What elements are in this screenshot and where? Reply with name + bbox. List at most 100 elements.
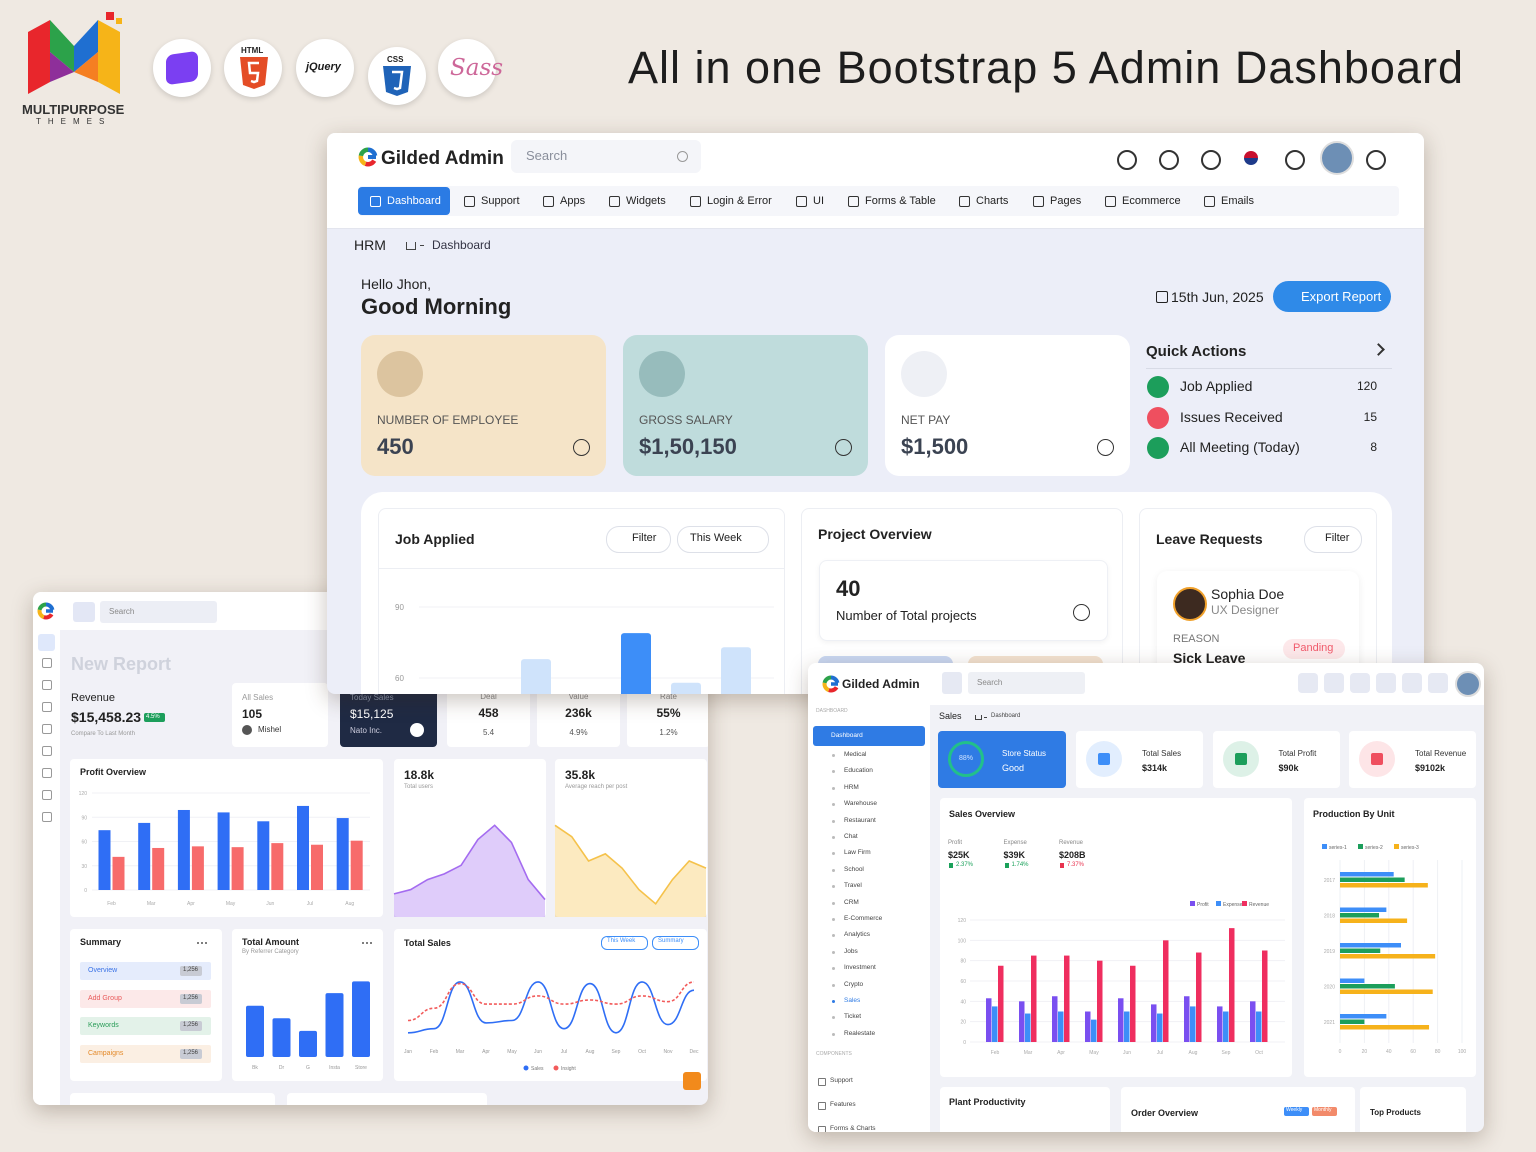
- menu-item[interactable]: Investment: [844, 964, 876, 972]
- nav-active[interactable]: [358, 187, 450, 215]
- pill-text[interactable]: This Week: [607, 938, 636, 944]
- nav-item[interactable]: Pages: [1050, 195, 1082, 207]
- pill-button[interactable]: [652, 936, 699, 950]
- action-label[interactable]: All Meeting (Today): [1180, 439, 1300, 455]
- menu-active[interactable]: [813, 726, 925, 746]
- menu-item[interactable]: Law Firm: [844, 849, 871, 857]
- bar: [246, 1005, 264, 1057]
- bar: [112, 856, 125, 890]
- nav-icon[interactable]: [42, 790, 52, 800]
- card-label: Today Sales: [350, 693, 394, 702]
- nav-item[interactable]: Login & Error: [707, 195, 772, 207]
- period-button[interactable]: [677, 526, 769, 553]
- toolbar-icon[interactable]: [1298, 673, 1318, 693]
- menu-item[interactable]: Warehouse: [844, 800, 877, 808]
- nav-item[interactable]: Ecommerce: [1122, 195, 1181, 207]
- menu-icon: [818, 1078, 826, 1086]
- menu-item[interactable]: Education: [844, 767, 873, 775]
- nav-item[interactable]: Forms & Table: [865, 195, 936, 207]
- period-text[interactable]: This Week: [690, 532, 742, 544]
- nav-icon[interactable]: [42, 724, 52, 734]
- tab[interactable]: [1284, 1107, 1309, 1116]
- tab-text[interactable]: Weekly: [1286, 1107, 1303, 1113]
- nav-icon[interactable]: [42, 702, 52, 712]
- menu-item[interactable]: Analytics: [844, 931, 871, 939]
- menu-item[interactable]: Realestate: [844, 1029, 876, 1037]
- tab[interactable]: [1312, 1107, 1337, 1116]
- arrow-icon: [1097, 439, 1114, 456]
- menu-item[interactable]: Crypto: [844, 980, 864, 988]
- action-label[interactable]: Job Applied: [1180, 378, 1253, 394]
- nav-icon[interactable]: [42, 746, 52, 756]
- menu-title: DASHBOARD: [816, 708, 848, 714]
- menu-item[interactable]: School: [844, 865, 864, 873]
- menu-item[interactable]: Restaurant: [844, 816, 876, 824]
- pill-button[interactable]: [601, 936, 648, 950]
- search-box[interactable]: [968, 672, 1085, 694]
- menu-item[interactable]: Support: [830, 1077, 853, 1084]
- tab-text[interactable]: Monthly: [1314, 1107, 1332, 1113]
- breadcrumb-item[interactable]: Dashboard: [991, 713, 1021, 719]
- export-button[interactable]: [1273, 281, 1391, 312]
- action-label[interactable]: Issues Received: [1180, 408, 1283, 425]
- floating-button[interactable]: [683, 1072, 701, 1090]
- menu-item[interactable]: Ticket: [844, 1013, 862, 1021]
- menu-item[interactable]: Travel: [844, 882, 862, 890]
- nav-item[interactable]: Widgets: [626, 195, 666, 207]
- filter-text[interactable]: Filter: [632, 532, 657, 544]
- nav-icon[interactable]: [42, 768, 52, 778]
- filter-text[interactable]: Filter: [1325, 532, 1350, 544]
- summary-row: Keywords 1,256: [80, 1017, 211, 1036]
- summary-label: Keywords: [88, 1022, 119, 1030]
- menu-item[interactable]: HRM: [844, 783, 859, 791]
- search-box[interactable]: [100, 601, 217, 623]
- menu-item[interactable]: Jobs: [844, 947, 858, 955]
- nav-item[interactable]: Charts: [976, 195, 1009, 207]
- menu-item[interactable]: CRM: [844, 898, 859, 906]
- menu-item[interactable]: Chat: [844, 833, 858, 840]
- nav-item[interactable]: Support: [481, 195, 520, 207]
- menu-button[interactable]: [942, 672, 962, 694]
- nav-item[interactable]: Apps: [560, 195, 586, 207]
- menu-item[interactable]: Features: [830, 1101, 856, 1108]
- nav-icon[interactable]: [42, 680, 52, 690]
- nav-active[interactable]: [38, 634, 55, 651]
- menu-button[interactable]: [73, 602, 95, 622]
- project-caption: Number of Total projects: [836, 608, 977, 623]
- menu-item[interactable]: Forms & Charts: [830, 1125, 876, 1132]
- export-text[interactable]: Export Report: [1301, 289, 1382, 304]
- nav-item[interactable]: UI: [813, 195, 824, 207]
- menu-title: COMPONENTS: [816, 1051, 852, 1057]
- home-icon: [406, 242, 416, 250]
- search-box[interactable]: [511, 140, 701, 173]
- summary-row: Add Group 1,256: [80, 989, 211, 1008]
- menu-dot: [832, 967, 835, 971]
- toolbar-icon[interactable]: [1402, 673, 1422, 693]
- pill-text[interactable]: Summary: [658, 938, 684, 944]
- summary-label: Campaigns: [88, 1050, 124, 1058]
- nav-icon[interactable]: [42, 812, 52, 822]
- menu-item[interactable]: Dashboard: [831, 732, 863, 739]
- nav-icon: [1033, 196, 1044, 207]
- menu-item[interactable]: Medical: [844, 751, 867, 758]
- bar: [1340, 918, 1408, 923]
- menu-dot: [832, 918, 835, 921]
- nav-item[interactable]: Emails: [1221, 195, 1255, 207]
- x-tick-label: Nov: [664, 1049, 673, 1055]
- chevron[interactable]: [1372, 343, 1385, 356]
- nav-icon[interactable]: [42, 658, 52, 668]
- y-tick-label: 0: [963, 1040, 966, 1046]
- filter-button[interactable]: [606, 526, 671, 553]
- filter-button[interactable]: [1304, 526, 1362, 553]
- nav-item[interactable]: Dashboard: [387, 195, 441, 207]
- toolbar-icon[interactable]: [1428, 673, 1448, 693]
- toolbar-icon[interactable]: [1376, 673, 1396, 693]
- breadcrumb-item[interactable]: Dashboard: [432, 238, 491, 252]
- store-status: Good: [1002, 763, 1025, 773]
- menu-item[interactable]: E-Commerce: [844, 915, 883, 922]
- stat-card: NUMBER OF EMPLOYEE 450: [361, 335, 606, 476]
- legend-label: Insight: [561, 1066, 576, 1072]
- menu-item[interactable]: Sales: [844, 997, 861, 1004]
- toolbar-icon[interactable]: [1324, 673, 1344, 693]
- toolbar-icon[interactable]: [1350, 673, 1370, 693]
